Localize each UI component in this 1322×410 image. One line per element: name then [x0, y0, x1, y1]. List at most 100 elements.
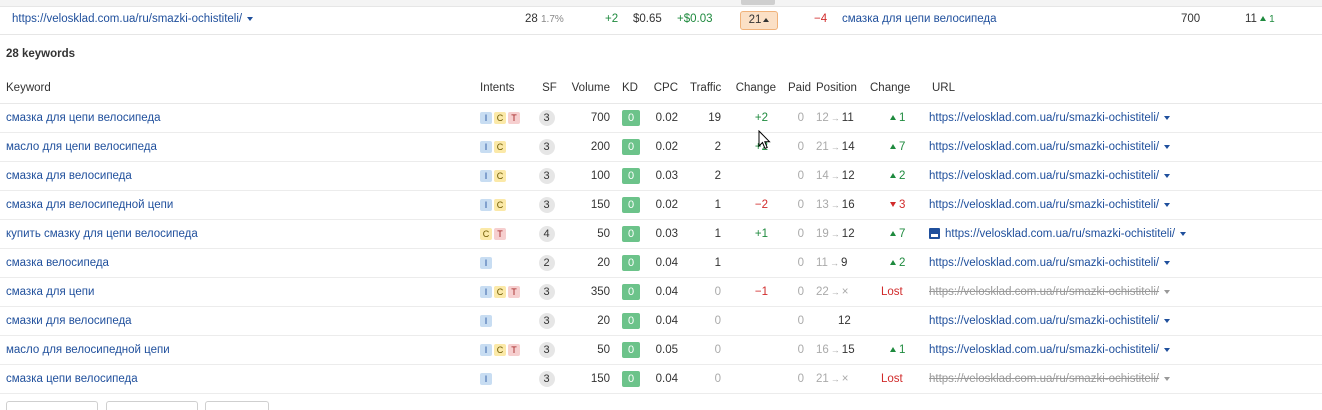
- position-change-cell: 3: [864, 190, 926, 220]
- footer-button-1[interactable]: [6, 401, 98, 410]
- url-link[interactable]: https://velosklad.com.ua/ru/smazki-ochis…: [929, 315, 1160, 327]
- keyword-link[interactable]: смазка цепи велосипеда: [6, 373, 138, 385]
- sf-badge[interactable]: 3: [538, 197, 555, 213]
- col-cpc[interactable]: CPC: [646, 73, 684, 104]
- kd-cell: 0: [616, 190, 646, 220]
- chevron-down-icon[interactable]: [1164, 173, 1171, 178]
- col-kd[interactable]: KD: [616, 73, 646, 104]
- url-link[interactable]: https://velosklad.com.ua/ru/smazki-ochis…: [929, 199, 1160, 211]
- position-change-cell: 1: [864, 335, 926, 365]
- position-to: 12: [838, 315, 851, 327]
- chevron-down-icon[interactable]: [1164, 260, 1171, 265]
- sf-badge[interactable]: 2: [538, 255, 555, 271]
- keyword-cell[interactable]: масло для велосипедной цепи: [0, 335, 474, 365]
- cpc-cell: 0.05: [646, 335, 684, 365]
- keyword-link[interactable]: масло для велосипедной цепи: [6, 344, 170, 356]
- url-cell: https://velosklad.com.ua/ru/smazki-ochis…: [926, 335, 1322, 365]
- col-change[interactable]: Change: [727, 73, 782, 104]
- chevron-down-icon[interactable]: [1164, 347, 1171, 352]
- chevron-down-icon[interactable]: [1164, 289, 1171, 294]
- keyword-link[interactable]: смазки для велосипеда: [6, 315, 132, 327]
- col-traffic[interactable]: Traffic: [684, 73, 727, 104]
- intent-badge-I: I: [480, 256, 492, 269]
- summary-url-link[interactable]: https://velosklad.com.ua/ru/smazki-ochis…: [12, 13, 254, 25]
- url-cell: https://velosklad.com.ua/ru/smazki-ochis…: [926, 219, 1322, 249]
- keyword-link[interactable]: смазка велосипеда: [6, 257, 109, 269]
- keyword-link[interactable]: смазка для велосипедной цепи: [6, 199, 174, 211]
- chevron-down-icon[interactable]: [247, 16, 254, 21]
- col-position[interactable]: Position: [810, 73, 864, 104]
- sf-badge[interactable]: 3: [538, 110, 555, 126]
- sf-badge[interactable]: 3: [538, 342, 555, 358]
- keyword-cell[interactable]: смазка для цепи велосипеда: [0, 103, 474, 133]
- chevron-down-icon[interactable]: [1164, 115, 1171, 120]
- url-link[interactable]: https://velosklad.com.ua/ru/smazki-ochis…: [945, 228, 1176, 240]
- sf-badge[interactable]: 3: [538, 139, 555, 155]
- col-url[interactable]: URL: [926, 73, 1322, 104]
- resize-handle[interactable]: [741, 0, 775, 5]
- keyword-cell[interactable]: смазки для велосипеда: [0, 306, 474, 336]
- url-link[interactable]: https://velosklad.com.ua/ru/smazki-ochis…: [929, 344, 1160, 356]
- url-link[interactable]: https://velosklad.com.ua/ru/smazki-ochis…: [929, 257, 1160, 269]
- keyword-link[interactable]: смазка для цепи: [6, 286, 95, 298]
- traffic-change-cell: [727, 248, 782, 278]
- position-from: 11: [816, 257, 828, 269]
- keyword-link[interactable]: смазка для цепи велосипеда: [6, 112, 161, 124]
- position-cell: 21 → ×: [810, 364, 864, 394]
- summary-top-position: 11 1: [1245, 13, 1275, 25]
- keyword-cell[interactable]: смазка велосипеда: [0, 248, 474, 278]
- keyword-link[interactable]: купить смазку для цепи велосипеда: [6, 228, 198, 240]
- summary-url[interactable]: https://velosklad.com.ua/ru/smazki-ochis…: [12, 13, 243, 25]
- chevron-down-icon[interactable]: [1164, 318, 1171, 323]
- footer-button-2[interactable]: [106, 401, 198, 410]
- sf-badge[interactable]: 3: [538, 313, 555, 329]
- position-change-cell: Lost: [864, 364, 926, 394]
- intent-badge-I: I: [480, 372, 492, 385]
- chevron-down-icon[interactable]: [1164, 202, 1171, 207]
- intent-badge-T: T: [508, 285, 520, 298]
- intent-badge-T: T: [508, 343, 520, 356]
- chevron-down-icon[interactable]: [1164, 144, 1171, 149]
- url-link[interactable]: https://velosklad.com.ua/ru/smazki-ochis…: [929, 170, 1160, 182]
- keyword-cell[interactable]: смазка для велосипедной цепи: [0, 190, 474, 220]
- summary-position: 21: [748, 14, 762, 26]
- summary-top-keyword-link[interactable]: смазка для цепи велосипеда: [842, 13, 997, 25]
- url-link[interactable]: https://velosklad.com.ua/ru/smazki-ochis…: [929, 112, 1160, 124]
- volume-cell: 150: [559, 190, 616, 220]
- url-link[interactable]: https://velosklad.com.ua/ru/smazki-ochis…: [929, 141, 1160, 153]
- sf-badge[interactable]: 4: [538, 226, 555, 242]
- traffic-cell: 0: [684, 277, 727, 307]
- position-change-cell: 1: [864, 103, 926, 133]
- table-row: смазка для цепи I C T 3 350 0 0.04 0 −1 0 22 → × Lost h…: [0, 277, 1322, 307]
- keyword-link[interactable]: масло для цепи велосипеда: [6, 141, 157, 153]
- keyword-cell[interactable]: купить смазку для цепи велосипеда: [0, 219, 474, 249]
- sf-badge[interactable]: 3: [538, 284, 555, 300]
- col-sf[interactable]: SF: [534, 73, 559, 104]
- sf-badge[interactable]: 3: [538, 168, 555, 184]
- kd-badge: 0: [622, 255, 640, 271]
- summary-position-badge[interactable]: 21: [740, 11, 778, 30]
- col-volume[interactable]: Volume: [559, 73, 616, 104]
- keyword-cell[interactable]: смазка для цепи: [0, 277, 474, 307]
- url-lost[interactable]: https://velosklad.com.ua/ru/smazki-ochis…: [929, 373, 1160, 385]
- url-cell: https://velosklad.com.ua/ru/smazki-ochis…: [926, 161, 1322, 191]
- footer-button-3[interactable]: [205, 401, 269, 410]
- kd-badge: 0: [622, 342, 640, 358]
- summary-top-keyword[interactable]: смазка для цепи велосипеда: [842, 13, 997, 25]
- keyword-cell[interactable]: смазка цепи велосипеда: [0, 364, 474, 394]
- keyword-cell[interactable]: смазка для велосипеда: [0, 161, 474, 191]
- table-row: смазка велосипеда I 2 20 0 0.04 1 0 11 → 9 2 https:/…: [0, 248, 1322, 278]
- chevron-down-icon[interactable]: [1180, 231, 1187, 236]
- paid-cell: 0: [782, 364, 810, 394]
- col-intents[interactable]: Intents: [474, 73, 534, 104]
- col-keyword[interactable]: Keyword: [0, 73, 474, 104]
- col-paid[interactable]: Paid: [782, 73, 811, 104]
- sf-badge[interactable]: 3: [538, 371, 555, 387]
- url-lost[interactable]: https://velosklad.com.ua/ru/smazki-ochis…: [929, 286, 1160, 298]
- keyword-link[interactable]: смазка для велосипеда: [6, 170, 132, 182]
- col-position-change[interactable]: Change: [864, 73, 926, 104]
- keyword-cell[interactable]: масло для цепи велосипеда: [0, 132, 474, 162]
- chevron-down-icon[interactable]: [1164, 376, 1171, 381]
- cpc-cell: 0.03: [646, 161, 684, 191]
